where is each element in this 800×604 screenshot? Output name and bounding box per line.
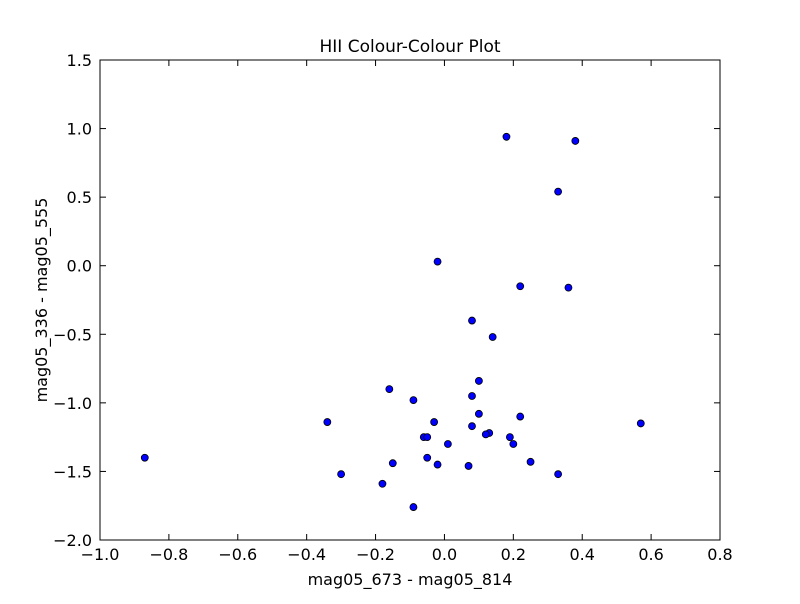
data-point bbox=[554, 470, 563, 479]
data-point bbox=[378, 479, 387, 488]
x-tick-label: 0.0 bbox=[432, 545, 457, 564]
data-point bbox=[323, 418, 332, 426]
data-point bbox=[564, 283, 573, 292]
y-tick-label: −0.5 bbox=[53, 325, 92, 344]
x-tick-label: 0.6 bbox=[638, 545, 663, 564]
data-point bbox=[474, 377, 483, 385]
y-tick-label: 0.0 bbox=[67, 257, 92, 276]
data-point bbox=[474, 409, 483, 418]
data-point bbox=[488, 333, 497, 341]
data-point bbox=[423, 433, 432, 442]
data-point bbox=[409, 396, 418, 405]
x-tick-label: 0.8 bbox=[707, 545, 732, 564]
data-point bbox=[443, 440, 452, 448]
data-point bbox=[502, 132, 511, 141]
data-point bbox=[554, 187, 563, 196]
data-point bbox=[140, 453, 149, 462]
data-point bbox=[516, 412, 525, 421]
data-point bbox=[464, 462, 473, 470]
x-axis-label: mag05_673 - mag05_814 bbox=[308, 570, 513, 590]
data-points bbox=[140, 132, 645, 511]
plot-frame bbox=[99, 59, 721, 541]
x-tick-label: −0.4 bbox=[287, 545, 326, 564]
x-tick-label: −0.6 bbox=[218, 545, 257, 564]
y-axis: 1.5 1.0 0.5 0.0 −0.5 −1.0 −1.5 −2.0 bbox=[53, 51, 720, 550]
y-tick-label: −2.0 bbox=[53, 531, 92, 550]
data-point bbox=[571, 137, 580, 145]
y-tick-label: 1.5 bbox=[67, 51, 92, 70]
data-point bbox=[388, 459, 397, 468]
data-point bbox=[337, 470, 346, 479]
data-point bbox=[430, 418, 439, 426]
y-tick-label: 1.0 bbox=[67, 120, 92, 139]
x-axis: −1.0 −0.8 −0.6 −0.4 −0.2 0.0 0.2 0.4 0.6 0.8 bbox=[81, 60, 733, 564]
data-point bbox=[385, 385, 394, 394]
data-point bbox=[526, 457, 535, 466]
chart-title: HII Colour-Colour Plot bbox=[319, 37, 500, 57]
x-tick-label: −1.0 bbox=[81, 545, 120, 564]
y-tick-label: −1.0 bbox=[53, 394, 92, 413]
data-point bbox=[468, 316, 476, 325]
y-tick-label: 0.5 bbox=[67, 188, 92, 207]
data-point bbox=[468, 422, 476, 431]
data-point bbox=[409, 503, 418, 511]
data-point bbox=[516, 282, 525, 291]
data-point bbox=[636, 419, 645, 428]
x-tick-label: 0.4 bbox=[569, 545, 594, 564]
data-point bbox=[468, 392, 476, 400]
data-point bbox=[423, 453, 432, 462]
x-tick-label: −0.8 bbox=[149, 545, 188, 564]
data-point bbox=[509, 440, 518, 448]
y-tick-label: −1.5 bbox=[53, 462, 92, 481]
x-tick-label: −0.2 bbox=[356, 545, 395, 564]
x-tick-label: 0.2 bbox=[501, 545, 526, 564]
plot-area bbox=[100, 60, 720, 540]
y-axis-label: mag05_336 - mag05_555 bbox=[32, 198, 52, 403]
data-point bbox=[433, 257, 442, 266]
data-point bbox=[433, 460, 442, 469]
data-point bbox=[505, 433, 514, 442]
data-point bbox=[481, 430, 490, 439]
